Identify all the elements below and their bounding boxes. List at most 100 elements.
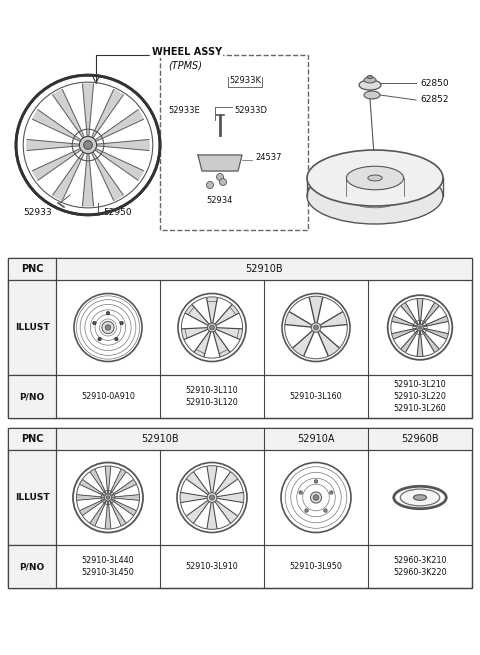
Text: 52910-3L110
52910-3L120: 52910-3L110 52910-3L120	[186, 386, 239, 407]
Circle shape	[419, 326, 421, 329]
Polygon shape	[111, 479, 136, 496]
Ellipse shape	[347, 184, 404, 208]
Polygon shape	[112, 495, 139, 500]
Polygon shape	[216, 493, 243, 502]
Circle shape	[313, 495, 319, 500]
Circle shape	[106, 312, 110, 315]
Text: 52910-3L910: 52910-3L910	[186, 562, 239, 571]
Text: 24537: 24537	[255, 153, 281, 162]
Bar	[8, 545, 56, 588]
Text: 52934: 52934	[207, 196, 233, 205]
Polygon shape	[77, 495, 104, 500]
Text: 52933K: 52933K	[229, 76, 261, 85]
Polygon shape	[105, 502, 111, 528]
Polygon shape	[33, 110, 82, 142]
Polygon shape	[186, 305, 209, 326]
Text: 62852: 62852	[420, 96, 448, 105]
Polygon shape	[215, 305, 239, 326]
Polygon shape	[422, 330, 439, 352]
Circle shape	[206, 181, 214, 189]
Circle shape	[314, 479, 318, 483]
Polygon shape	[27, 140, 81, 151]
Circle shape	[210, 325, 215, 330]
Circle shape	[120, 322, 123, 325]
Polygon shape	[215, 472, 237, 495]
Ellipse shape	[368, 175, 382, 181]
Polygon shape	[110, 470, 126, 494]
Polygon shape	[187, 500, 210, 523]
Ellipse shape	[400, 489, 440, 506]
Circle shape	[207, 493, 217, 502]
Text: 62850: 62850	[420, 79, 449, 88]
Polygon shape	[53, 90, 85, 139]
Circle shape	[417, 324, 423, 331]
Circle shape	[105, 325, 111, 330]
Circle shape	[219, 179, 227, 185]
Text: PNC: PNC	[21, 434, 43, 444]
Text: 52933: 52933	[24, 208, 52, 217]
Polygon shape	[216, 328, 242, 339]
Bar	[8, 258, 472, 280]
Polygon shape	[83, 84, 94, 138]
Circle shape	[84, 141, 92, 149]
Bar	[8, 428, 472, 450]
Polygon shape	[401, 303, 418, 325]
Bar	[8, 280, 56, 375]
Bar	[8, 258, 472, 418]
Polygon shape	[417, 331, 423, 356]
Polygon shape	[111, 499, 136, 515]
Polygon shape	[181, 493, 208, 502]
Circle shape	[106, 496, 110, 499]
Polygon shape	[293, 330, 314, 356]
Text: ILLUST: ILLUST	[15, 323, 49, 332]
Polygon shape	[207, 467, 217, 493]
Polygon shape	[33, 148, 82, 180]
Bar	[8, 545, 472, 588]
Text: (TPMS): (TPMS)	[168, 60, 202, 70]
Text: 52960-3K210
52960-3K220: 52960-3K210 52960-3K220	[393, 556, 447, 577]
Polygon shape	[215, 500, 237, 523]
Text: 52910A: 52910A	[297, 434, 335, 444]
Ellipse shape	[364, 91, 380, 99]
Polygon shape	[90, 470, 106, 494]
Circle shape	[311, 492, 322, 503]
Circle shape	[207, 323, 216, 332]
Bar	[8, 450, 472, 545]
Circle shape	[330, 491, 333, 495]
Circle shape	[305, 509, 308, 512]
Ellipse shape	[367, 75, 373, 79]
Polygon shape	[90, 501, 106, 525]
Text: 52960B: 52960B	[401, 434, 439, 444]
Text: PNC: PNC	[21, 264, 43, 274]
Text: P/NO: P/NO	[19, 392, 45, 401]
Polygon shape	[318, 330, 339, 356]
Circle shape	[216, 174, 224, 181]
Text: 52910-3L440
52910-3L450: 52910-3L440 52910-3L450	[82, 556, 134, 577]
Circle shape	[311, 323, 321, 332]
Polygon shape	[417, 299, 423, 324]
Polygon shape	[95, 140, 149, 151]
Ellipse shape	[364, 77, 376, 83]
Polygon shape	[207, 502, 217, 528]
Polygon shape	[401, 330, 418, 352]
Polygon shape	[91, 90, 123, 139]
Text: WHEEL ASSY: WHEEL ASSY	[152, 47, 222, 57]
Circle shape	[98, 337, 101, 341]
Circle shape	[115, 337, 118, 341]
Ellipse shape	[307, 168, 443, 224]
Circle shape	[93, 322, 96, 325]
Text: ILLUST: ILLUST	[15, 493, 49, 502]
Ellipse shape	[413, 495, 427, 500]
Circle shape	[105, 494, 111, 501]
Polygon shape	[392, 328, 417, 339]
Polygon shape	[392, 316, 417, 327]
Text: 52950: 52950	[104, 208, 132, 217]
Polygon shape	[53, 151, 85, 200]
Ellipse shape	[359, 80, 381, 90]
Polygon shape	[80, 499, 105, 515]
Bar	[8, 428, 472, 588]
Ellipse shape	[307, 150, 443, 206]
Polygon shape	[423, 328, 448, 339]
Text: P/NO: P/NO	[19, 562, 45, 571]
Text: 52910B: 52910B	[141, 434, 179, 444]
